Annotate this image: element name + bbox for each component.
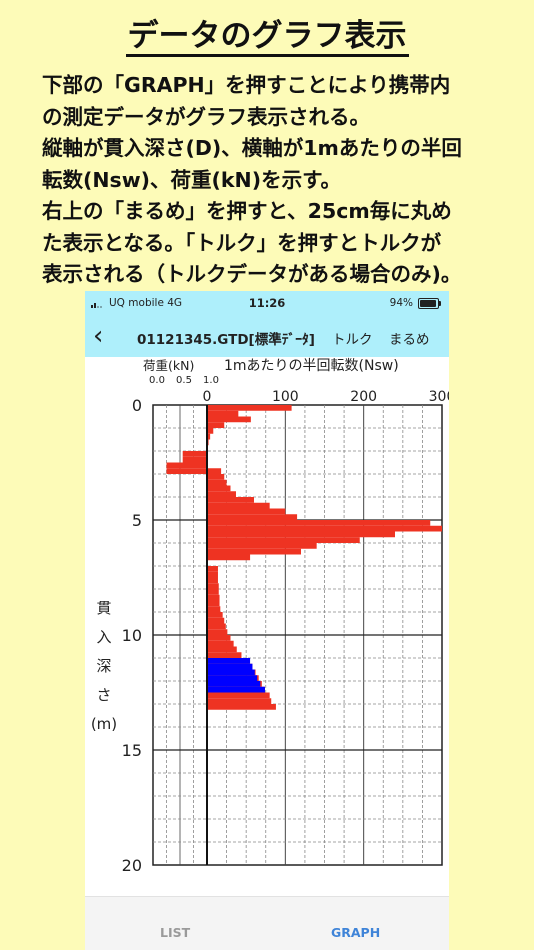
depth-label-char: 入 [96,628,112,646]
depth-tick-label: 15 [122,741,142,760]
nsw-bar [207,543,317,549]
tab-graph[interactable]: GRAPH [331,925,381,940]
nsw-bar [207,554,251,561]
nsw-tick-label: 300 [429,389,449,405]
nsw-bar [207,485,231,492]
nsw-bar [207,617,225,624]
swedish-sounding-chart: 荷重(kN) 1mあたりの半回転数(Nsw) 0.0 0.5 1.0 0 5 10 15 2… [122,358,449,875]
nsw-bar [207,537,360,543]
nsw-bar [207,520,431,526]
depth-label-char: 深 [96,657,112,675]
load-tick-label: 0.0 [149,375,165,386]
depth-tick-label: 5 [132,511,142,530]
nsw-bar [207,508,286,515]
nsw-bar [207,416,251,423]
nsw-tick-label: 100 [272,389,299,405]
battery-percent: 94% [389,297,413,309]
nsw-bar [207,479,227,486]
nsw-bar [207,629,228,635]
nsw-bar [207,491,236,497]
load-tick-label: 1.0 [203,375,219,386]
nav-bar: ‹ 01121345.GTD[標準ﾃﾞｰﾀ] トルク まるめ [85,317,449,357]
nsw-axis-label: 1mあたりの半回転数(Nsw) [224,358,399,374]
load-bar [182,456,207,463]
nsw-bar [207,548,301,555]
blue-bar [207,658,251,664]
nsw-bar [207,405,292,411]
blue-bar [207,675,258,681]
nsw-tick-label: 0 [203,389,212,405]
nsw-bar [207,612,223,618]
blue-bar [207,669,255,676]
nsw-bar [207,422,225,428]
clock: 11:26 [248,296,286,310]
nsw-bar [207,692,270,699]
nsw-bar [207,474,225,480]
load-bar [166,462,207,469]
depth-label-char: さ [96,686,112,704]
nsw-bar [207,640,234,647]
blue-bar [207,663,253,670]
nsw-bar [207,606,221,612]
blue-bar [207,686,265,693]
nsw-bar [207,577,218,584]
depth-tick-label: 10 [122,626,142,645]
status-bar: UQ mobile 4G 11:26 94% [85,291,449,317]
signal-icon [91,300,103,308]
nsw-bar [207,525,442,532]
depth-tick-label: 20 [122,856,142,875]
torque-button[interactable]: トルク [332,332,373,348]
round-button[interactable]: まるめ [389,332,430,348]
depth-label-char: 貫 [96,599,112,617]
nsw-bar [207,635,231,641]
load-tick-label: 0.5 [176,375,192,386]
nsw-bar [207,571,218,578]
nsw-bar [207,566,218,572]
nsw-bar [207,594,220,601]
nsw-bar [207,433,211,440]
phone-screenshot: UQ mobile 4G 11:26 94% ‹ 01121345.GTD[標準… [85,291,449,950]
depth-axis-label: 貫入深さ (m) [85,594,123,739]
nsw-bar [207,514,298,520]
load-bar [166,468,207,474]
page-description: 下部の「GRAPH」を押すことにより携帯内 の測定データがグラフ表示される。 縦… [42,73,462,286]
nsw-bar [207,410,239,417]
depth-label-char: (m) [90,715,118,733]
carrier-label: UQ mobile 4G [109,297,183,309]
nsw-bar [207,497,254,503]
battery-icon [418,298,441,309]
depth-tick-label: 0 [132,396,142,415]
chevron-left-icon[interactable]: ‹ [93,321,104,351]
page-title: データのグラフ表示 [0,10,534,57]
nsw-bar [207,623,226,630]
nsw-bar [207,531,395,538]
nsw-bar [207,704,276,710]
nsw-bar [207,502,270,509]
file-title: 01121345.GTD[標準ﾃﾞｰﾀ] [137,332,315,348]
nsw-bar [207,583,219,589]
nsw-bar [207,589,219,595]
nsw-bar [207,646,237,653]
nsw-bar [207,600,220,607]
nsw-bar [207,698,272,704]
load-bar [182,451,207,457]
nsw-bar [207,428,214,434]
nsw-bar [207,652,242,658]
blue-bar [207,681,261,687]
nsw-bar [207,468,222,474]
nsw-tick-label: 200 [350,389,377,405]
tab-list[interactable]: LIST [160,925,191,940]
tab-bar: LIST GRAPH [85,896,449,950]
load-axis-label: 荷重(kN) [143,358,194,373]
